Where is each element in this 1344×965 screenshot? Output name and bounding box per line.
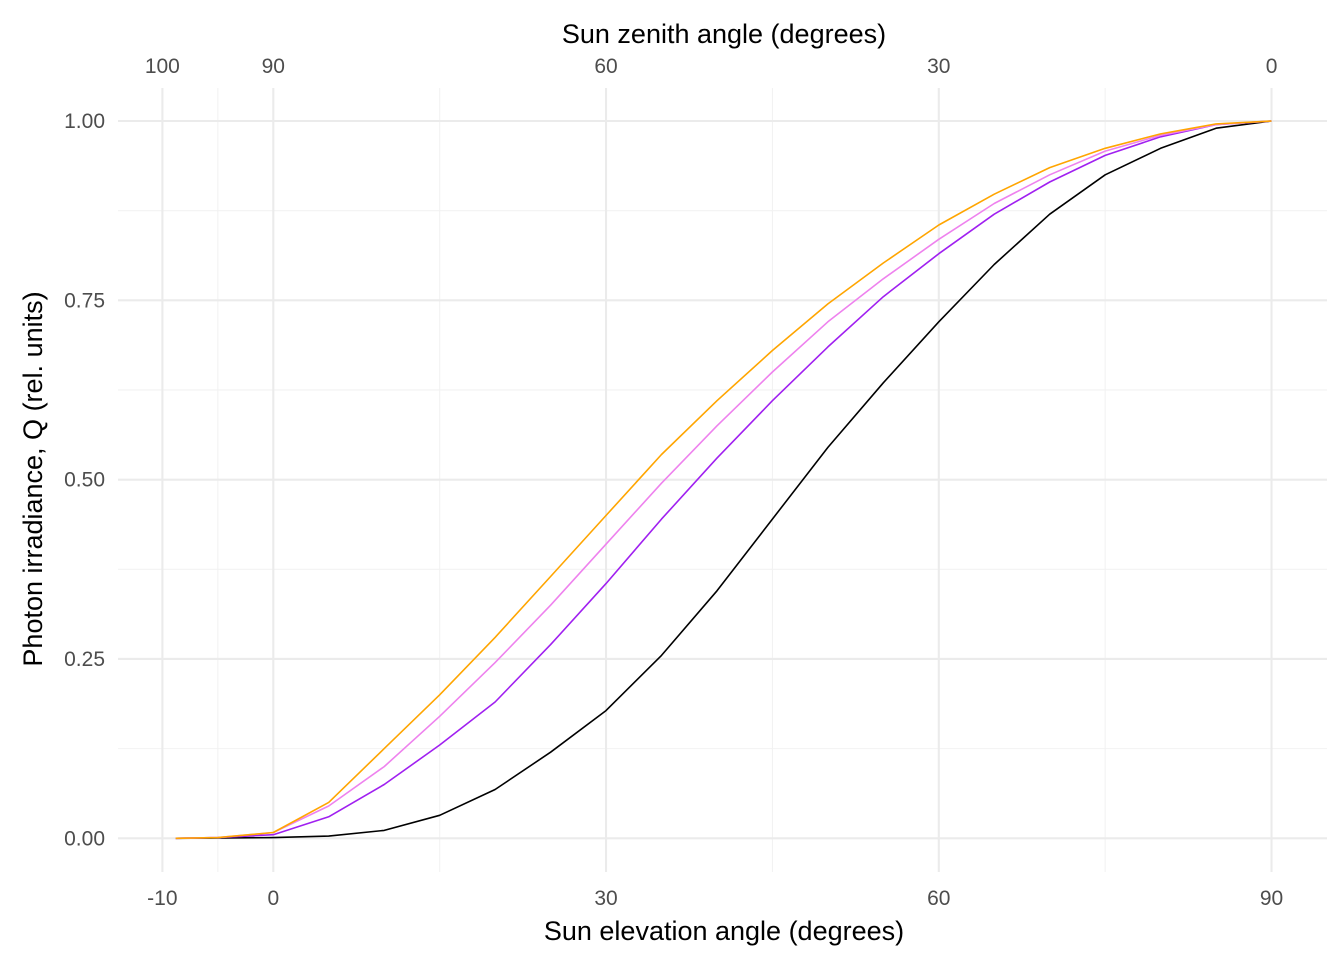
x2-tick-label: 0 (1266, 55, 1278, 78)
x2-tick-label: 60 (594, 55, 617, 78)
y-tick-label: 0.00 (64, 827, 105, 850)
series-line-0 (175, 120, 1272, 840)
x-tick-label: -10 (147, 887, 177, 910)
x2-tick-label: 90 (262, 55, 285, 78)
x-tick-label: 60 (927, 887, 950, 910)
series-lines (175, 120, 1272, 840)
y-tick-label: 0.25 (64, 648, 105, 671)
x2-tick-label: 30 (927, 55, 950, 78)
x-tick-label: 30 (594, 887, 617, 910)
grid (118, 88, 1327, 872)
series-line-2 (175, 120, 1272, 840)
tick-labels: -10 0 30 60 90 100 90 60 30 0 0.00 0.25 0.50 0.75 1.00 (64, 55, 1283, 910)
x-axis-title: Sun elevation angle (degrees) (544, 916, 904, 946)
series-line-3 (175, 120, 1272, 840)
y-tick-label: 0.75 (64, 289, 105, 312)
x2-axis-title: Sun zenith angle (degrees) (562, 19, 886, 49)
x2-tick-label: 100 (145, 55, 180, 78)
y-tick-label: 1.00 (64, 110, 105, 133)
y-tick-label: 0.50 (64, 469, 105, 492)
series-line-1 (175, 120, 1272, 840)
x-tick-label: 0 (267, 887, 279, 910)
x-tick-label: 90 (1260, 887, 1283, 910)
y-axis-title: Photon irradiance, Q (rel. units) (18, 291, 48, 666)
